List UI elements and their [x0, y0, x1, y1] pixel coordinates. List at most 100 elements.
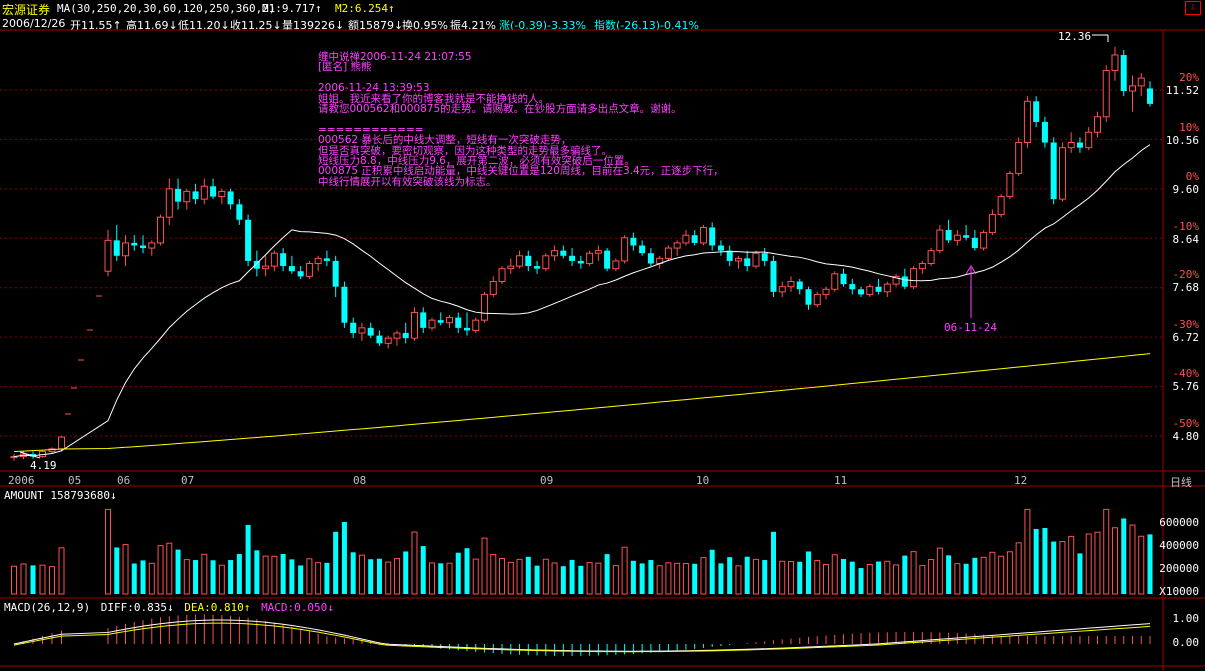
candle-body — [253, 260, 260, 269]
volume-bar — [770, 531, 776, 594]
vol-axis-200000: 200000 — [1159, 562, 1199, 575]
volume-bar — [1051, 541, 1057, 594]
volume-bar — [30, 565, 36, 594]
volume-bar — [902, 555, 908, 594]
candle-body — [58, 436, 65, 450]
volume-bar — [823, 564, 830, 595]
volume-bar — [604, 554, 610, 594]
volume-bar — [525, 556, 531, 594]
candle-body — [577, 260, 584, 264]
candle-body — [131, 242, 138, 246]
volume-bar — [193, 560, 199, 594]
candle-body — [796, 281, 803, 290]
volume-bar — [341, 521, 347, 594]
candle-body — [980, 232, 988, 249]
candle-body — [489, 281, 497, 295]
volume-bar — [455, 552, 461, 594]
volume-bar — [20, 563, 27, 595]
volume-bar — [499, 558, 506, 595]
volume-bar — [542, 558, 549, 595]
candle-body — [525, 255, 532, 267]
macd-header: MACD(26,12,9) DIFF:0.835↓ DEA:0.810↑ MAC… — [4, 601, 334, 614]
pct-label-m50: -50% — [1172, 417, 1200, 430]
volume-bar — [884, 560, 891, 595]
volume-bar — [735, 565, 742, 595]
volume-bar — [472, 558, 479, 595]
volume-bar — [963, 563, 969, 594]
volume-bar — [910, 551, 917, 595]
candle-body — [612, 260, 620, 270]
volume-bar — [841, 558, 847, 594]
volume-bar — [989, 551, 996, 595]
candle-body — [945, 230, 952, 241]
volume-bar — [682, 562, 689, 595]
candle-body — [367, 327, 374, 336]
volume-bar — [393, 558, 400, 595]
candle-body — [1147, 88, 1153, 104]
candle-body — [1067, 142, 1075, 149]
volume-bar — [1147, 534, 1153, 594]
volume-bar — [806, 551, 812, 594]
macd-dea: DEA:0.810↑ — [184, 601, 251, 614]
candle-body — [376, 335, 383, 344]
macd-value: MACD:0.050↓ — [261, 601, 334, 614]
candle-body — [594, 250, 602, 254]
volume-bar — [954, 563, 961, 595]
candle-body — [314, 257, 322, 265]
candle-body — [963, 235, 970, 238]
volume-bar — [866, 564, 873, 595]
candle-body — [1023, 100, 1031, 144]
candle-body — [1120, 54, 1127, 92]
volume-bar — [376, 558, 382, 594]
ma-yellow-line — [13, 353, 1151, 452]
volume-bar — [648, 560, 654, 594]
candle-body — [1058, 147, 1066, 200]
volume-bar — [560, 566, 566, 594]
volume-bar — [490, 553, 497, 595]
time-label-07: 07 — [181, 474, 195, 487]
volume-bar — [831, 554, 838, 595]
volume-bar — [183, 559, 190, 595]
candle-body — [437, 320, 444, 323]
volume-bar — [403, 551, 409, 594]
candle-body — [210, 186, 217, 197]
candle-body — [699, 226, 707, 244]
volume-bar — [49, 566, 55, 595]
volume-bar — [709, 549, 715, 594]
brand-label: 宏源证券 — [2, 3, 51, 17]
volume-bar — [368, 559, 374, 594]
time-label-12: 12 — [1014, 474, 1028, 487]
volume-bar — [210, 560, 216, 594]
volume-bar — [849, 561, 855, 594]
collapse-button[interactable]: ⇩ — [1185, 1, 1201, 15]
volume-bar — [744, 556, 750, 594]
candle-body — [122, 242, 130, 257]
quote-turnover: 换0.95% — [402, 19, 448, 32]
volume-bar — [752, 558, 759, 595]
volume-bar — [122, 544, 129, 595]
pct-label-m40: -40% — [1172, 367, 1200, 380]
candle-body — [218, 190, 226, 198]
candle-body — [936, 229, 944, 252]
candle-body — [280, 253, 287, 267]
volume-bar — [919, 565, 926, 595]
time-label-06: 06 — [117, 474, 131, 487]
candle-body — [262, 265, 270, 270]
period-label[interactable]: 日线 — [1170, 476, 1192, 489]
ma-params: MA(30,250,20,30,60,120,250,360,2) — [57, 2, 276, 15]
volume-bar — [131, 563, 137, 594]
candle-body — [148, 242, 156, 249]
vol-axis-400000: 400000 — [1159, 539, 1199, 552]
candle-body — [892, 275, 900, 285]
volume-bar — [315, 562, 322, 595]
volume-bar — [876, 561, 882, 594]
volume-bar — [428, 562, 435, 595]
volume-bar — [779, 560, 786, 595]
quote-high: 高11.69↓ — [126, 19, 178, 32]
volume-bar — [998, 555, 1005, 595]
volume-bar — [814, 560, 821, 595]
indicator-header: 宏源证券 MA(30,250,20,30,60,120,250,360,2) M… — [0, 0, 1205, 17]
candle-body — [604, 250, 611, 269]
note-overlay: 缠中说禅2006-11-24 21:07:55 [匿名] 熊熊 2006-11-… — [318, 51, 724, 188]
